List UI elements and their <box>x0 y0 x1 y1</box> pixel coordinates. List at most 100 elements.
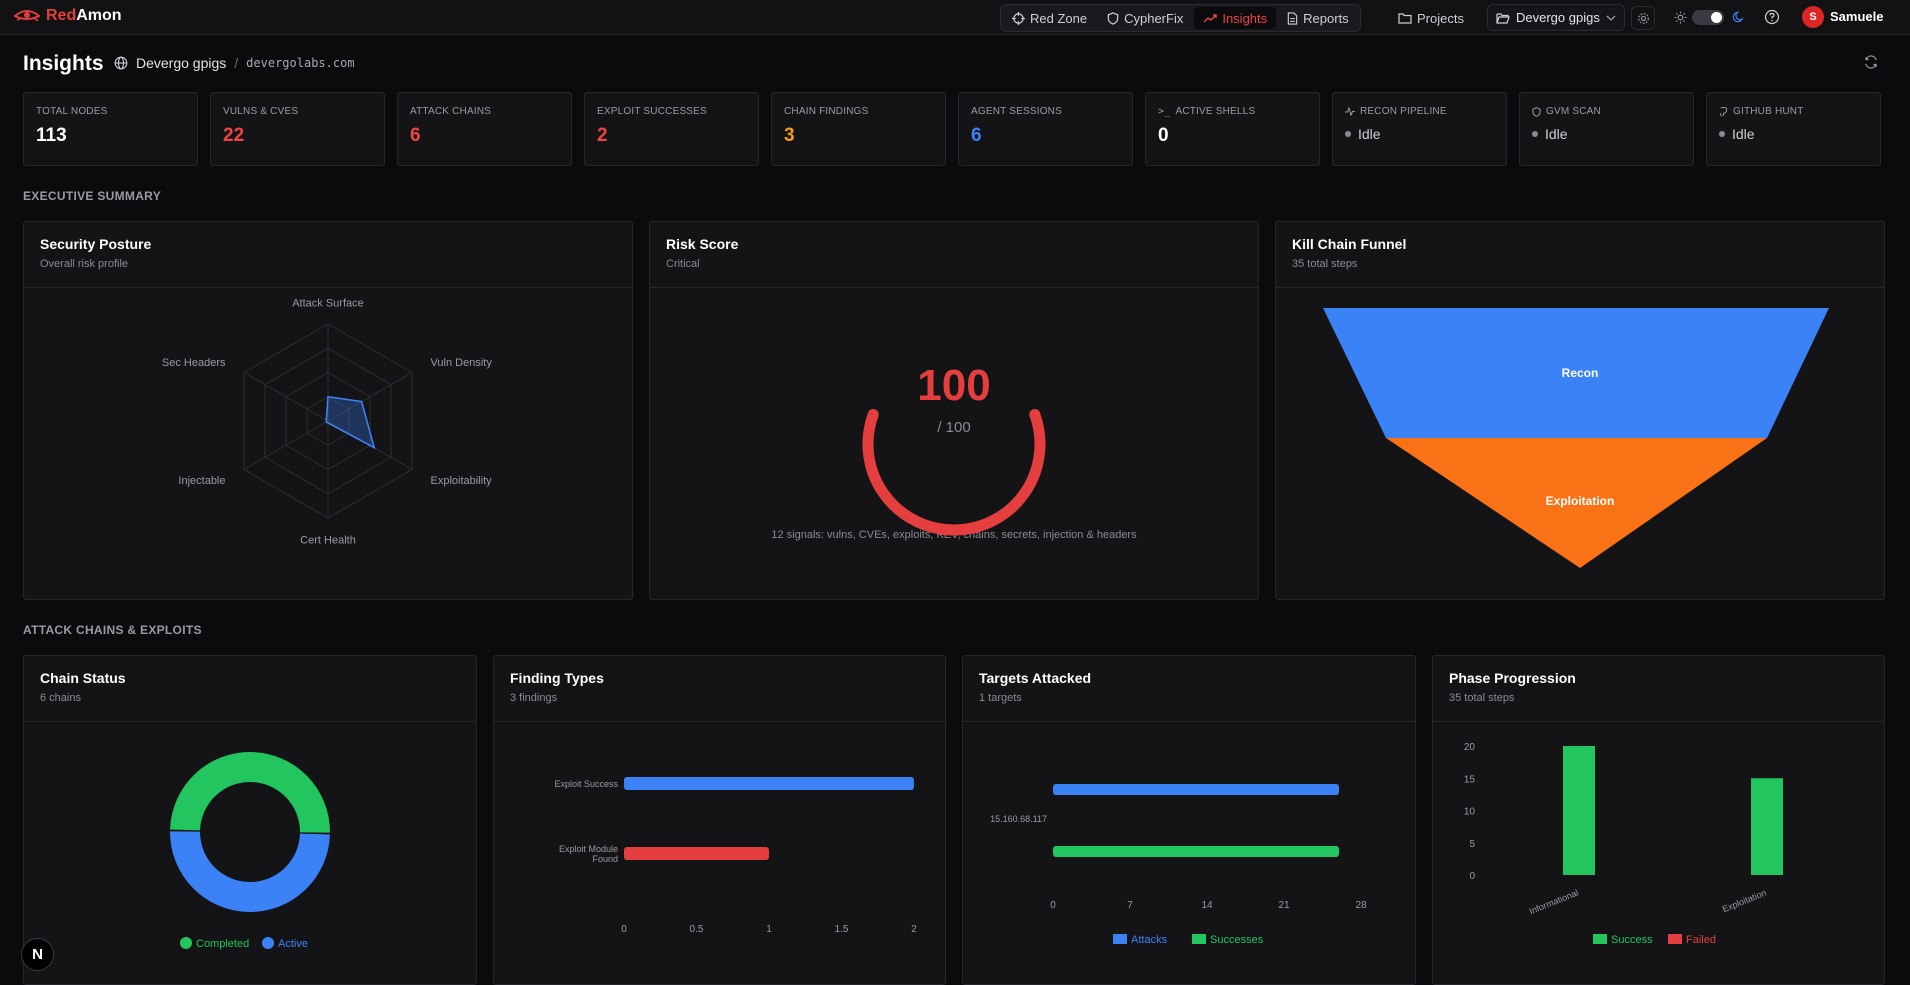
phase-chart: 0 5 10 15 20 Informational Exploitation Success… <box>1464 742 1783 946</box>
section-attack-chains: Attack Chains & Exploits <box>23 623 202 637</box>
card-kill-chain-funnel: Kill Chain Funnel 35 total steps Recon Ex… <box>1275 221 1885 600</box>
refresh-icon[interactable] <box>1864 55 1878 69</box>
x-tick-label: 28 <box>1355 900 1367 911</box>
help-icon[interactable] <box>1764 9 1780 25</box>
folder-icon <box>1398 13 1412 24</box>
nav-red-zone[interactable]: Red Zone <box>1003 7 1096 29</box>
card-finding-types: Finding Types 3 findings Exploit Success… <box>493 655 946 985</box>
legend-swatch <box>1593 934 1607 944</box>
stat-label: Agent Sessions <box>971 106 1062 117</box>
top-bar: Red Amon Red Zone CypherFix Insights Rep… <box>0 0 1910 35</box>
card-title: Chain Status <box>40 670 126 686</box>
theme-toggle[interactable] <box>1692 10 1724 25</box>
bar <box>1053 846 1339 857</box>
trending-up-icon <box>1203 14 1218 23</box>
shield-icon <box>1532 106 1541 117</box>
x-tick-label: 0 <box>621 924 627 935</box>
radar-axis-label: Injectable <box>178 475 225 487</box>
user-menu[interactable]: Samuele <box>1830 9 1884 24</box>
category-label: Exploit Success <box>554 779 618 789</box>
radar-spoke <box>243 420 329 470</box>
donut-slice <box>170 831 330 912</box>
card-title: Risk Score <box>666 236 739 252</box>
stat-value: 6 <box>410 125 421 146</box>
x-tick-label: 7 <box>1127 900 1133 911</box>
legend-swatch <box>1668 934 1682 944</box>
category-label: Found <box>592 854 618 864</box>
y-tick-label: 10 <box>1464 807 1476 818</box>
github-icon <box>1720 106 1728 116</box>
stat-recon-pipeline: Recon Pipeline Idle <box>1332 92 1507 166</box>
stat-label: Exploit Successes <box>597 106 707 117</box>
stat-label: Vulns & CVEs <box>223 106 299 117</box>
sun-icon[interactable] <box>1674 11 1687 24</box>
x-tick-label: 0.5 <box>690 924 704 935</box>
legend-label: Attacks <box>1131 934 1168 946</box>
funnel-label: Recon <box>1562 366 1599 380</box>
radar-axis-label: Vuln Density <box>430 357 492 369</box>
status-dot <box>1719 131 1725 137</box>
x-tick-label: Exploitation <box>1721 888 1768 915</box>
radar-series-area <box>325 395 376 450</box>
stat-github-hunt: GitHub Hunt Idle <box>1706 92 1881 166</box>
bar <box>1053 784 1339 795</box>
legend-label: Successes <box>1210 934 1264 946</box>
stat-vulns-cves: Vulns & CVEs 22 <box>210 92 385 166</box>
nav-label: CypherFix <box>1124 10 1184 26</box>
stat-exploit-successes: Exploit Successes 2 <box>584 92 759 166</box>
page-title: Insights <box>23 52 104 75</box>
nav-label: Red Zone <box>1030 10 1088 26</box>
card-subtitle: 35 total steps <box>1292 258 1358 270</box>
donut-slice <box>170 751 330 833</box>
legend-swatch <box>1192 934 1206 944</box>
gauge-score: 100 <box>917 361 990 410</box>
stat-total-nodes: Total Nodes 113 <box>23 92 198 166</box>
dev-tools-badge[interactable]: N <box>21 938 54 971</box>
stat-attack-chains: Attack Chains 6 <box>397 92 572 166</box>
document-icon <box>1287 11 1298 25</box>
card-chain-status: Chain Status 6 chains Completed Active <box>23 655 477 985</box>
radar-axis-label: Sec Headers <box>162 357 226 369</box>
risk-gauge: 100 / 100 12 signals: vulns, CVEs, explo… <box>771 361 1137 541</box>
card-risk-score: Risk Score Critical 100 / 100 12 signals… <box>649 221 1259 600</box>
breadcrumb-domain: devergolabs.com <box>246 56 355 70</box>
gauge-max: / 100 <box>937 419 970 436</box>
legend-swatch <box>1113 934 1127 944</box>
brand-logo[interactable]: Red Amon <box>14 7 122 25</box>
moon-icon[interactable] <box>1732 10 1745 24</box>
stat-value: 0 <box>1158 125 1169 146</box>
stat-status: Idle <box>1545 126 1568 142</box>
funnel-chart: Recon Exploitation <box>1323 308 1829 568</box>
stat-value: 113 <box>36 125 67 146</box>
stat-active-shells: >_ Active Shells 0 <box>1145 92 1320 166</box>
settings-button[interactable] <box>1631 6 1655 30</box>
nav-reports[interactable]: Reports <box>1278 7 1358 29</box>
avatar[interactable]: S <box>1802 6 1824 28</box>
stat-agent-sessions: Agent Sessions 6 <box>958 92 1133 166</box>
card-title: Security Posture <box>40 236 152 252</box>
brand-name-red: Red <box>46 7 77 24</box>
y-tick-label: 15 <box>1464 774 1476 785</box>
nav-insights[interactable]: Insights <box>1194 7 1277 29</box>
category-label: Exploit Module <box>559 844 618 854</box>
x-tick-label: 1.5 <box>835 924 849 935</box>
stat-value: 2 <box>597 125 608 146</box>
bar <box>624 847 769 860</box>
projects-button[interactable]: Projects <box>1398 4 1464 32</box>
radar-axis-label: Cert Health <box>300 534 356 546</box>
brand-name-white: Amon <box>76 7 122 24</box>
crosshair-icon <box>1012 11 1025 25</box>
nav-label: Insights <box>1222 10 1268 26</box>
y-tick-label: 0 <box>1469 871 1475 882</box>
radar-spoke <box>243 372 329 422</box>
stat-label: GVM Scan <box>1546 106 1601 117</box>
x-tick-label: 1 <box>766 924 772 935</box>
funnel-label: Exploitation <box>1546 494 1615 508</box>
nav-cypherfix[interactable]: CypherFix <box>1098 7 1192 29</box>
project-selector[interactable]: Devergo gpigs <box>1487 4 1625 31</box>
stat-status: Idle <box>1358 126 1381 142</box>
breadcrumb-project: Devergo gpigs <box>136 55 227 71</box>
card-security-posture: Security Posture Overall risk profile At… <box>23 221 633 600</box>
stat-label: GitHub Hunt <box>1733 106 1804 117</box>
card-subtitle: Overall risk profile <box>40 258 129 270</box>
